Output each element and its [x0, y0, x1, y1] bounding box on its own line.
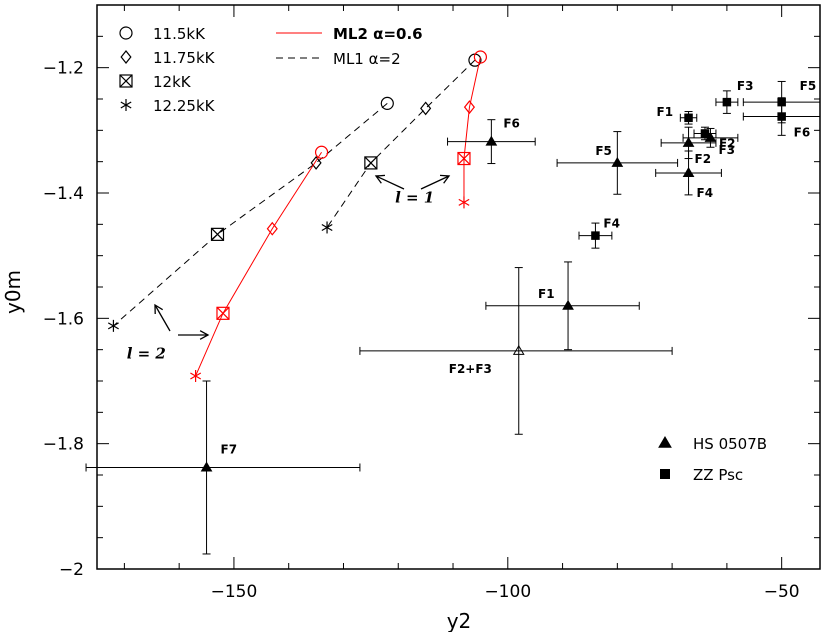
hs0507b-point — [682, 136, 695, 147]
arrow-l2-up — [154, 303, 171, 332]
legend-circle-icon — [119, 26, 133, 40]
zzpsc-label: F4 — [603, 217, 620, 231]
x-tick-label: −100 — [484, 582, 531, 602]
asterisk-marker — [190, 369, 202, 382]
legend-star-label: ZZ Psc — [693, 466, 743, 484]
hs0507b-label: F3 — [718, 143, 735, 157]
zzpsc-label: F5 — [800, 79, 817, 93]
y-tick-label: −1.2 — [43, 59, 84, 79]
zzpsc-point — [591, 231, 600, 240]
boxx-marker — [216, 306, 230, 320]
asterisk-marker — [107, 319, 119, 332]
zzpsc-point — [684, 113, 693, 123]
zzpsc-label: F6 — [794, 126, 811, 140]
zzpsc-label: F3 — [737, 79, 754, 93]
diamond-marker — [463, 100, 476, 115]
arrow-l1-right — [420, 174, 451, 190]
legend-diamond-icon — [120, 50, 132, 64]
hs0507b-point — [682, 166, 695, 177]
hs0507b-label: F5 — [595, 144, 612, 158]
hs0507b-label: F6 — [503, 117, 520, 131]
hs0507b-label: F4 — [697, 186, 714, 200]
hs0507b-errorbar — [485, 261, 640, 351]
x-axis-title: y2 — [447, 609, 472, 632]
legend-triangle-icon — [658, 436, 672, 448]
hs0507b-point — [485, 135, 498, 146]
legend-temperature-label: 11.5kK — [153, 25, 206, 43]
model-line — [326, 59, 476, 228]
asterisk-marker — [321, 221, 333, 234]
x-tick-label: −150 — [211, 582, 258, 602]
y-tick-label: −1.8 — [43, 435, 84, 455]
hs0507b-point — [611, 156, 624, 167]
diamond-marker — [266, 221, 278, 236]
circle-marker — [314, 145, 329, 159]
boxx-marker — [210, 227, 225, 241]
y-tick-label: −1.4 — [43, 184, 84, 204]
legend-star-label: HS 0507B — [693, 435, 767, 453]
annotation-l2: l = 2 — [127, 344, 166, 362]
asterisk-marker — [458, 196, 470, 209]
model-line — [113, 103, 388, 327]
hs0507b-point — [512, 344, 525, 355]
legend-model-label: ML1 α=2 — [333, 50, 401, 68]
boxx-marker — [364, 156, 378, 170]
legend-temperature-label: 12.25kK — [153, 97, 216, 115]
zzpsc-point — [777, 112, 786, 121]
y-tick-label: −2 — [59, 560, 84, 580]
circle-marker — [473, 50, 488, 64]
legend-square-icon — [660, 469, 670, 479]
y-axis-title: y0m — [1, 270, 25, 314]
hs0507b-point — [562, 299, 574, 310]
annotation-l1: l = 1 — [395, 188, 434, 206]
hs0507b-label: F7 — [221, 442, 238, 456]
legend-temperature-label: 12kK — [153, 73, 192, 91]
x-tick-label: −50 — [764, 582, 800, 602]
hs0507b-label: F1 — [538, 287, 555, 301]
zzpsc-point — [700, 129, 710, 138]
legend-asterisk-icon — [120, 99, 132, 111]
zzpsc-label: F1 — [657, 105, 674, 119]
zzpsc-label: F2 — [719, 136, 736, 150]
y-tick-label: −1.6 — [43, 309, 84, 329]
diamond-marker — [420, 101, 432, 116]
hs0507b-errorbar — [85, 380, 361, 555]
hs0507b-label: F2 — [695, 152, 712, 166]
hs0507b-point — [200, 461, 213, 472]
legend-model-label: ML2 α=0.6 — [333, 25, 423, 43]
arrow-l1-left — [374, 174, 405, 190]
hs0507b-label: F2+F3 — [449, 362, 492, 376]
diamond-marker — [310, 155, 322, 170]
legend-temperature-label: 11.75kK — [153, 49, 216, 67]
arrow-l2-right — [178, 330, 210, 340]
zzpsc-point — [722, 97, 732, 107]
boxx-marker — [457, 151, 471, 166]
circle-marker — [380, 96, 394, 110]
plot-frame — [96, 4, 821, 570]
model-line — [463, 56, 481, 203]
model-line — [195, 151, 322, 377]
legend-boxx-icon — [119, 74, 133, 88]
